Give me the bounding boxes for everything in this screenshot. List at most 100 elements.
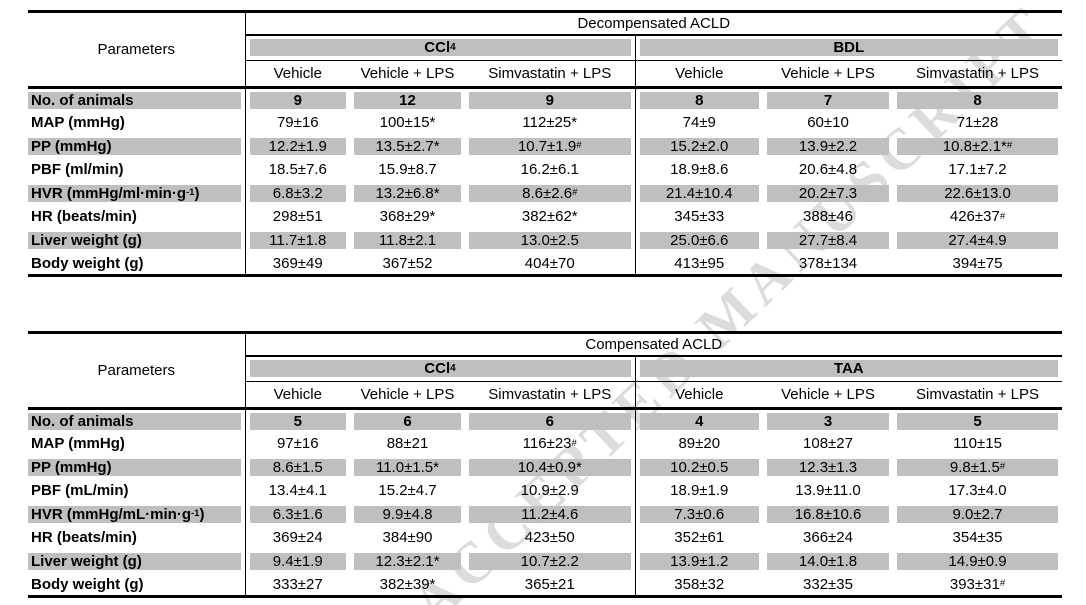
data-cell: 13.9±1.2 <box>635 550 763 574</box>
data-cell: 17.1±7.2 <box>948 161 1007 179</box>
data-cell: 3 <box>763 409 893 433</box>
data-cell: 10.2±0.5 <box>635 456 763 480</box>
data-cell: 13.9±11.0 <box>795 482 861 500</box>
table-title: Decompensated ACLD <box>245 11 1062 36</box>
data-cell: 8.6±2.6 # <box>465 181 636 205</box>
data-cell: 79±16 <box>276 114 319 132</box>
data-cell: 10.7±2.2 <box>465 549 636 573</box>
data-cell: 382±39* <box>379 575 436 593</box>
data-cell: 12 <box>350 88 465 112</box>
table-row: PP (mmHg) 12.2±1.9 13.5±2.7* 10.7±1.9 #15.2±… <box>28 134 1062 159</box>
data-cell: 4 <box>635 409 763 433</box>
row-label: PP (mmHg) <box>28 134 246 158</box>
row-label: PP (mmHg) <box>28 455 246 479</box>
table-row: HVR (mmHg/ml·min·g -1) 6.8±3.2 13.2±6.8* 8.6… <box>28 181 1062 206</box>
column-header: Vehicle <box>635 60 763 89</box>
data-cell: 20.6±4.8 <box>798 161 858 179</box>
row-label: MAP (mmHg) <box>28 111 246 135</box>
data-cell: 13.2±6.8* <box>350 182 465 206</box>
data-cell: 11.0±1.5* <box>350 456 465 480</box>
data-cell: 17.3±4.0 <box>948 482 1007 500</box>
data-cell: 9 <box>465 87 636 111</box>
table-row: No. of animals 9 12 9 8 7 8 <box>28 87 1062 112</box>
row-label: HVR (mmHg/mL·min·g -1) <box>28 502 246 526</box>
column-header: Simvastatin + LPS <box>465 381 636 410</box>
data-cell: 9.0±2.7 <box>893 503 1062 527</box>
data-cell: 22.6±13.0 <box>893 182 1062 206</box>
data-cell: 9.8±1.5 # <box>893 456 1062 480</box>
data-cell: 25.0±6.6 <box>635 229 763 253</box>
row-label: HR (beats/min) <box>28 526 246 550</box>
data-cell: 116±23 # <box>465 432 636 456</box>
data-cell: 12.2±1.9 <box>245 135 350 159</box>
header-row-title: Parameters Compensated ACLD <box>28 332 1062 410</box>
data-cell: 9.9±4.8 <box>350 503 465 527</box>
data-cell: 15.2±2.0 <box>635 135 763 159</box>
data-cell: 13.5±2.7* <box>350 135 465 159</box>
data-cell: 13.4±4.1 <box>268 482 327 500</box>
data-cell: 20.2±7.3 <box>763 182 893 206</box>
data-cell: 21.4±10.4 <box>635 182 763 206</box>
data-cell: 5 <box>893 409 1062 433</box>
data-cell: 60±10 <box>807 114 849 132</box>
table-row: PBF (ml/min) 18.5±7.6 15.9±8.7 16.2±6.1 18.9… <box>28 158 1062 182</box>
data-cell: 11.7±1.8 <box>245 229 350 253</box>
data-cell: 15.9±8.7 <box>378 161 437 179</box>
header-row-columns: Vehicle Vehicle + LPS Simvastatin + LPS Veh… <box>28 381 1062 410</box>
parameters-header: Parameters <box>28 11 246 89</box>
row-label: PBF (ml/min) <box>28 158 246 182</box>
data-cell: 97±16 <box>276 435 319 453</box>
data-cell: 423±50 <box>465 526 636 550</box>
data-cell: 7.3±0.6 <box>635 503 763 527</box>
data-cell: 6.3±1.6 <box>245 503 350 527</box>
column-header: Vehicle + LPS <box>350 60 465 89</box>
data-cell: 89±20 <box>678 435 721 453</box>
data-cell: 27.7±8.4 <box>763 229 893 253</box>
data-cell: 10.8±2.1* # <box>893 135 1062 159</box>
data-cell: 382±62* <box>465 205 636 229</box>
data-cell: 16.2±6.1 <box>465 158 636 182</box>
data-cell: 8 <box>893 88 1062 112</box>
data-cell: 6.8±3.2 <box>245 182 350 206</box>
data-cell: 5 <box>245 409 350 433</box>
column-header: Vehicle <box>245 60 350 89</box>
data-cell: 384±90 <box>382 529 433 547</box>
data-cell: 18.5±7.6 <box>268 161 327 179</box>
table-row: Body weight (g) 369±49 367±52 404±70 413±95 3… <box>28 252 1062 276</box>
column-header: Vehicle + LPS <box>763 381 893 410</box>
row-label: Liver weight (g) <box>28 228 246 252</box>
data-cell: 100±15* <box>379 114 436 132</box>
data-cell: 88±21 <box>386 435 429 453</box>
data-cell: 11.2±4.6 <box>465 502 636 526</box>
table-row: Liver weight (g) 9.4±1.9 12.3±2.1* 10.7±2.2… <box>28 549 1062 574</box>
data-cell: 112±25* <box>465 111 636 135</box>
table-row: MAP (mmHg) 79±16 100±15* 112±25* 74±9 60±10 71… <box>28 111 1062 135</box>
data-cell: 10.9±2.9 <box>465 479 636 503</box>
table-row: No. of animals 5 6 6 4 3 5 <box>28 408 1062 433</box>
row-label: HVR (mmHg/ml·min·g -1) <box>28 181 246 205</box>
data-cell: 404±70 <box>465 252 636 276</box>
row-label: No. of animals <box>28 408 246 432</box>
data-cell: 332±35 <box>803 575 853 593</box>
data-cell: 9.4±1.9 <box>245 550 350 574</box>
table-title: Compensated ACLD <box>245 332 1062 357</box>
data-cell: 388±46 <box>803 208 853 226</box>
data-cell: 352±61 <box>674 529 725 547</box>
data-cell: 9 <box>245 88 350 112</box>
data-cell: 368±29* <box>379 208 436 226</box>
table-row: Body weight (g) 333±27 382±39* 365±21 358±32… <box>28 573 1062 597</box>
column-header: Simvastatin + LPS <box>893 381 1062 410</box>
data-cell: 8 <box>635 88 763 112</box>
data-cell: 12.3±2.1* <box>350 550 465 574</box>
data-cell: 14.9±0.9 <box>893 550 1062 574</box>
data-cell: 15.2±4.7 <box>378 482 437 500</box>
column-header: Simvastatin + LPS <box>465 60 636 89</box>
data-cell: 365±21 <box>465 573 636 597</box>
data-cell: 7 <box>763 88 893 112</box>
column-header: Vehicle <box>635 381 763 410</box>
data-cell: 6 <box>465 408 636 432</box>
data-cell: 27.4±4.9 <box>893 229 1062 253</box>
data-cell: 12.3±1.3 <box>763 456 893 480</box>
group-header: TAA <box>635 355 1062 382</box>
